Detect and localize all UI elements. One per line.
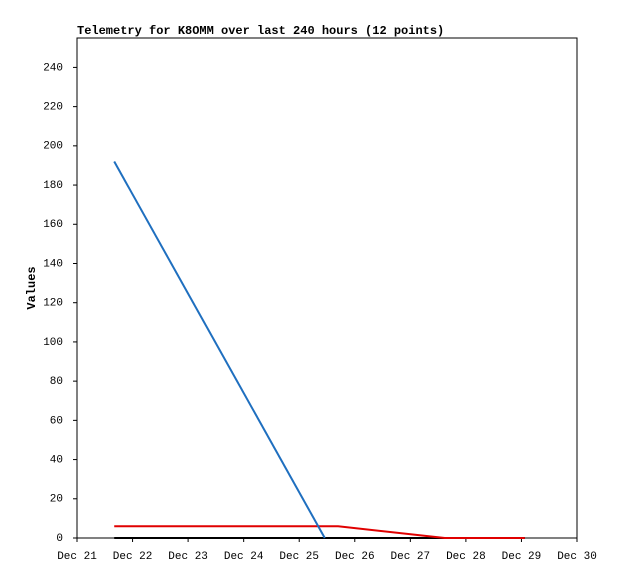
x-tick-label: Dec 30 xyxy=(557,551,597,563)
series-line xyxy=(113,161,326,539)
x-tick-label: Dec 22 xyxy=(113,551,153,563)
y-tick-label: 220 xyxy=(43,102,63,114)
y-tick-label: 200 xyxy=(43,141,63,153)
x-tick-label: Dec 25 xyxy=(279,551,319,563)
y-tick-label: 0 xyxy=(56,533,63,545)
y-tick-label: 60 xyxy=(50,415,63,427)
y-axis-label: Values xyxy=(25,266,39,309)
x-tick-label: Dec 28 xyxy=(446,551,486,563)
y-tick-label: 40 xyxy=(50,454,63,466)
x-tick-label: Dec 27 xyxy=(391,551,431,563)
plot-frame xyxy=(76,37,578,539)
x-tick-label: Dec 24 xyxy=(224,551,264,563)
series-line xyxy=(114,525,525,539)
y-tick-label: 120 xyxy=(43,298,63,310)
y-tick-label: 240 xyxy=(43,62,63,74)
y-tick-label: 140 xyxy=(43,258,63,270)
x-tick-label: Dec 21 xyxy=(57,551,97,563)
chart-title: Telemetry for K8OMM over last 240 hours … xyxy=(77,24,444,38)
x-tick-label: Dec 26 xyxy=(335,551,375,563)
x-tick-label: Dec 23 xyxy=(168,551,208,563)
y-tick-label: 160 xyxy=(43,219,63,231)
y-tick-label: 80 xyxy=(50,376,63,388)
y-tick-label: 100 xyxy=(43,337,63,349)
x-tick-label: Dec 29 xyxy=(502,551,542,563)
y-tick-label: 20 xyxy=(50,494,63,506)
y-tick-label: 180 xyxy=(43,180,63,192)
